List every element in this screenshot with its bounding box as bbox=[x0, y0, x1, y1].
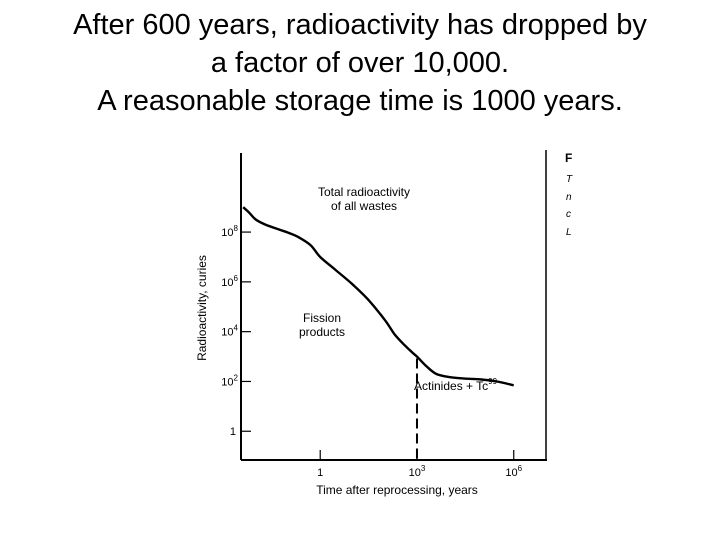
caption-letter: c bbox=[566, 209, 571, 220]
y-tick-label: 106 bbox=[221, 274, 238, 289]
annotation-actinides: Actinides + Tc99 bbox=[414, 377, 498, 393]
caption-fragment: F T n c L bbox=[565, 151, 573, 238]
y-tick-label: 104 bbox=[221, 324, 238, 339]
caption-letter: F bbox=[565, 151, 572, 165]
caption-letter: n bbox=[566, 192, 572, 203]
annotation-actinides-sup: 99 bbox=[488, 377, 497, 386]
y-tick-label: 108 bbox=[221, 224, 238, 239]
x-axis-label: Time after reprocessing, years bbox=[316, 483, 478, 497]
series-line-total-radioactivity bbox=[242, 206, 514, 387]
annotation-fission-line2: products bbox=[299, 325, 345, 339]
annotation-total-line2: of all wastes bbox=[331, 199, 397, 213]
title-line-1: After 600 years, radioactivity has dropp… bbox=[73, 9, 647, 41]
x-axis-ticks: 1 103 106 bbox=[317, 450, 523, 479]
annotation-total-line1: Total radioactivity bbox=[318, 185, 410, 199]
caption-letter: T bbox=[566, 174, 573, 185]
y-tick-label: 1 bbox=[230, 426, 236, 438]
x-tick-label: 1 bbox=[317, 467, 323, 479]
x-tick-label: 106 bbox=[505, 464, 522, 479]
annotation-actinides-base: Actinides + Tc bbox=[414, 379, 488, 393]
y-axis-label: Radioactivity, curies bbox=[195, 255, 209, 361]
y-axis-ticks: 1 102 104 106 108 bbox=[221, 224, 251, 438]
title-line-3: A reasonable storage time is 1000 years. bbox=[97, 85, 623, 117]
annotation-fission-line1: Fission bbox=[303, 311, 341, 325]
caption-letter: L bbox=[566, 227, 572, 238]
slide-title: After 600 years, radioactivity has dropp… bbox=[0, 6, 720, 120]
title-line-2: a factor of over 10,000. bbox=[210, 47, 510, 79]
y-tick-label: 102 bbox=[221, 373, 238, 388]
x-tick-label: 103 bbox=[409, 464, 426, 479]
